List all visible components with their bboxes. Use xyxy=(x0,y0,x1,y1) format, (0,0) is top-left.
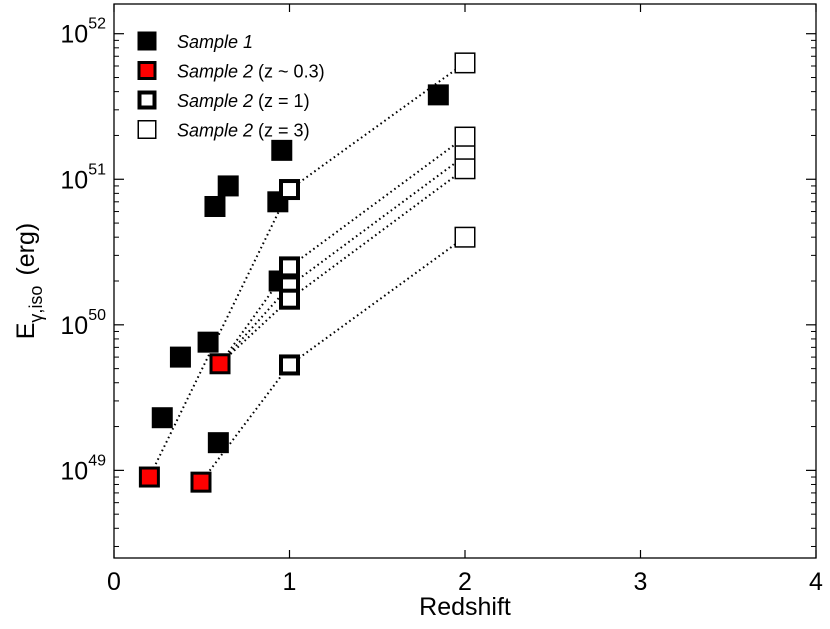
y-tick-base: 10 xyxy=(60,21,88,49)
legend-marker xyxy=(137,90,157,110)
y-tick-base: 10 xyxy=(60,312,88,340)
data-point-s1 xyxy=(151,407,173,429)
y-axis-title-subscript: γ,iso xyxy=(26,286,46,323)
y-axis-title-unit: (erg) xyxy=(12,223,40,276)
y-tick-label: 1052 xyxy=(60,16,106,49)
y-tick-exponent: 50 xyxy=(88,307,106,324)
x-tick-label: 4 xyxy=(809,568,823,596)
data-point-s2a xyxy=(138,466,160,488)
legend-label-name: Sample 2 xyxy=(177,121,253,141)
data-point-s2a xyxy=(190,471,212,493)
legend-marker xyxy=(137,31,157,51)
data-point-s2b xyxy=(279,354,300,376)
legend-label-suffix: (z = 1) xyxy=(253,91,310,111)
y-tick-exponent: 52 xyxy=(88,16,106,33)
data-point-s1 xyxy=(169,346,191,368)
y-tick-label: 1050 xyxy=(60,307,106,340)
data-points xyxy=(138,52,476,493)
y-tick-exponent: 51 xyxy=(88,161,106,178)
legend-label-name: Sample 2 xyxy=(177,62,253,82)
data-point-s1 xyxy=(427,84,449,106)
legend-marker xyxy=(137,61,157,80)
data-point-s2b xyxy=(279,179,300,201)
y-tick-base: 10 xyxy=(60,457,88,485)
data-point-s1 xyxy=(197,331,219,353)
x-tick-label: 2 xyxy=(458,568,472,596)
connector-line xyxy=(148,62,466,478)
data-point-s2a xyxy=(209,353,231,375)
connector-line xyxy=(219,154,466,365)
legend-label: Sample 2 (z ~ 0.3) xyxy=(177,62,325,82)
x-axis: 0 1 2 3 4 xyxy=(107,4,823,596)
data-point-s2c xyxy=(454,226,476,248)
x-tick-label: 3 xyxy=(634,568,648,596)
x-tick-label: 0 xyxy=(107,568,121,596)
data-point-s2c xyxy=(454,126,476,148)
connector-line xyxy=(200,236,466,483)
legend-label-name: Sample 2 xyxy=(177,91,253,111)
legend-label: Sample 2 (z = 3) xyxy=(177,121,310,141)
data-point-s2b xyxy=(279,288,300,310)
connector-line xyxy=(219,167,466,365)
connector-lines xyxy=(148,62,466,483)
y-axis-title-main: E xyxy=(12,323,40,340)
y-tick-label: 1049 xyxy=(60,452,106,485)
legend-label-name: Sample 1 xyxy=(177,32,253,52)
data-point-s1 xyxy=(207,432,229,454)
legend-label: Sample 1 xyxy=(177,32,253,52)
x-tick-label: 1 xyxy=(283,568,297,596)
data-point-s2b xyxy=(279,256,300,278)
legend-label: Sample 2 (z = 1) xyxy=(177,91,310,111)
legend-label-suffix: (z = 3) xyxy=(253,121,310,141)
y-axis-title: Eγ,iso (erg) xyxy=(12,223,46,340)
data-point-s1 xyxy=(217,175,239,197)
connector-line xyxy=(219,136,466,365)
y-tick-label: 1051 xyxy=(60,161,106,194)
x-axis-title: Redshift xyxy=(419,593,511,621)
data-point-s1 xyxy=(271,139,293,161)
data-point-s2c xyxy=(454,158,476,180)
legend-label-suffix: (z ~ 0.3) xyxy=(253,62,325,82)
data-point-s2c xyxy=(454,52,476,74)
y-tick-exponent: 49 xyxy=(88,452,106,469)
data-point-s1 xyxy=(204,195,226,217)
legend-marker xyxy=(137,120,157,139)
y-tick-base: 10 xyxy=(60,166,88,194)
